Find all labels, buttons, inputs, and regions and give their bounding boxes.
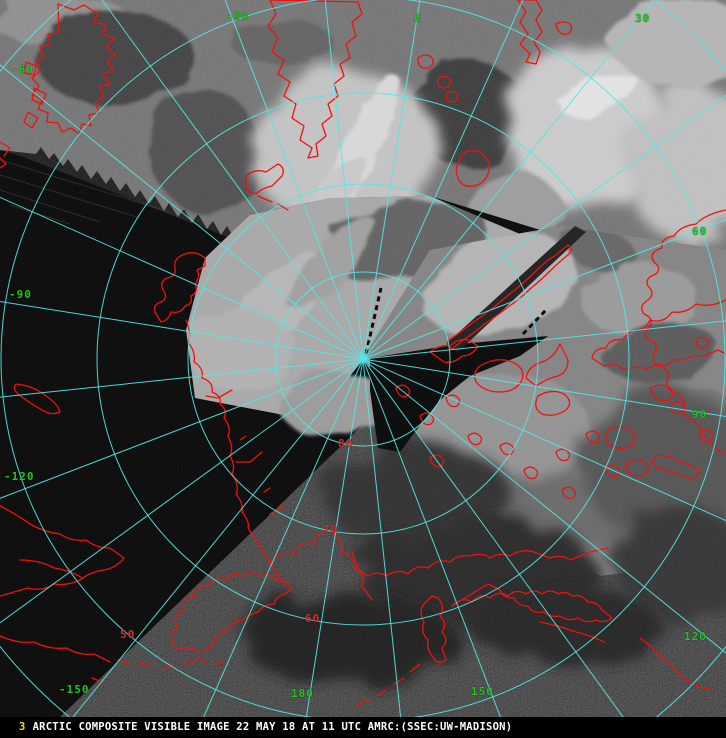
coast-archipelago-2 — [395, 384, 621, 500]
coast-east-archipelago — [451, 583, 613, 643]
latlon-grid — [0, 0, 726, 717]
coast-archipelago-1 — [474, 359, 571, 416]
status-bar: 3 ARCTIC COMPOSITE VISIBLE IMAGE 22 MAY … — [0, 717, 726, 738]
coast-crescent-island — [13, 383, 61, 415]
coast-lakes-right — [604, 336, 709, 477]
coast-greenland-east — [185, 319, 287, 587]
coast-chukotka — [0, 505, 125, 597]
coast-greenland-spurs — [205, 389, 285, 515]
terminator-dashes — [364, 287, 548, 355]
coast-archipelago-se — [649, 384, 714, 481]
coast-edge-bits — [0, 141, 11, 169]
coast-pechora — [591, 299, 726, 371]
coast-island-top — [517, 0, 543, 65]
coast-east-tail — [639, 637, 713, 691]
coast-islets-north — [417, 21, 573, 103]
pole-marker — [360, 356, 366, 362]
coast-siberia-spur — [351, 551, 373, 601]
satellite-image — [0, 0, 726, 717]
coast-kamchatka — [420, 595, 447, 664]
coast-alaska-shore — [0, 635, 111, 683]
coast-greenland-hook — [153, 252, 206, 323]
coast-scandinavia — [267, 0, 363, 159]
frame-number: 3 — [19, 721, 26, 734]
coast-kuril-chain — [355, 663, 421, 707]
satellite-map-canvas[interactable]: -60 -30 0 30 60 90 120 150 180 -150 -120 -90 80 70 60 5… — [0, 0, 726, 717]
coast-islets-left — [23, 61, 47, 129]
coast-siberia-long — [269, 530, 609, 577]
coast-aleutians-west — [117, 659, 195, 669]
status-text: ARCTIC COMPOSITE VISIBLE IMAGE 22 MAY 18… — [32, 721, 513, 734]
coast-big-island — [170, 572, 291, 665]
coastline-overlay — [0, 0, 726, 707]
coast-novaya-zemlya — [446, 244, 572, 350]
coast-ring-island — [455, 150, 490, 187]
